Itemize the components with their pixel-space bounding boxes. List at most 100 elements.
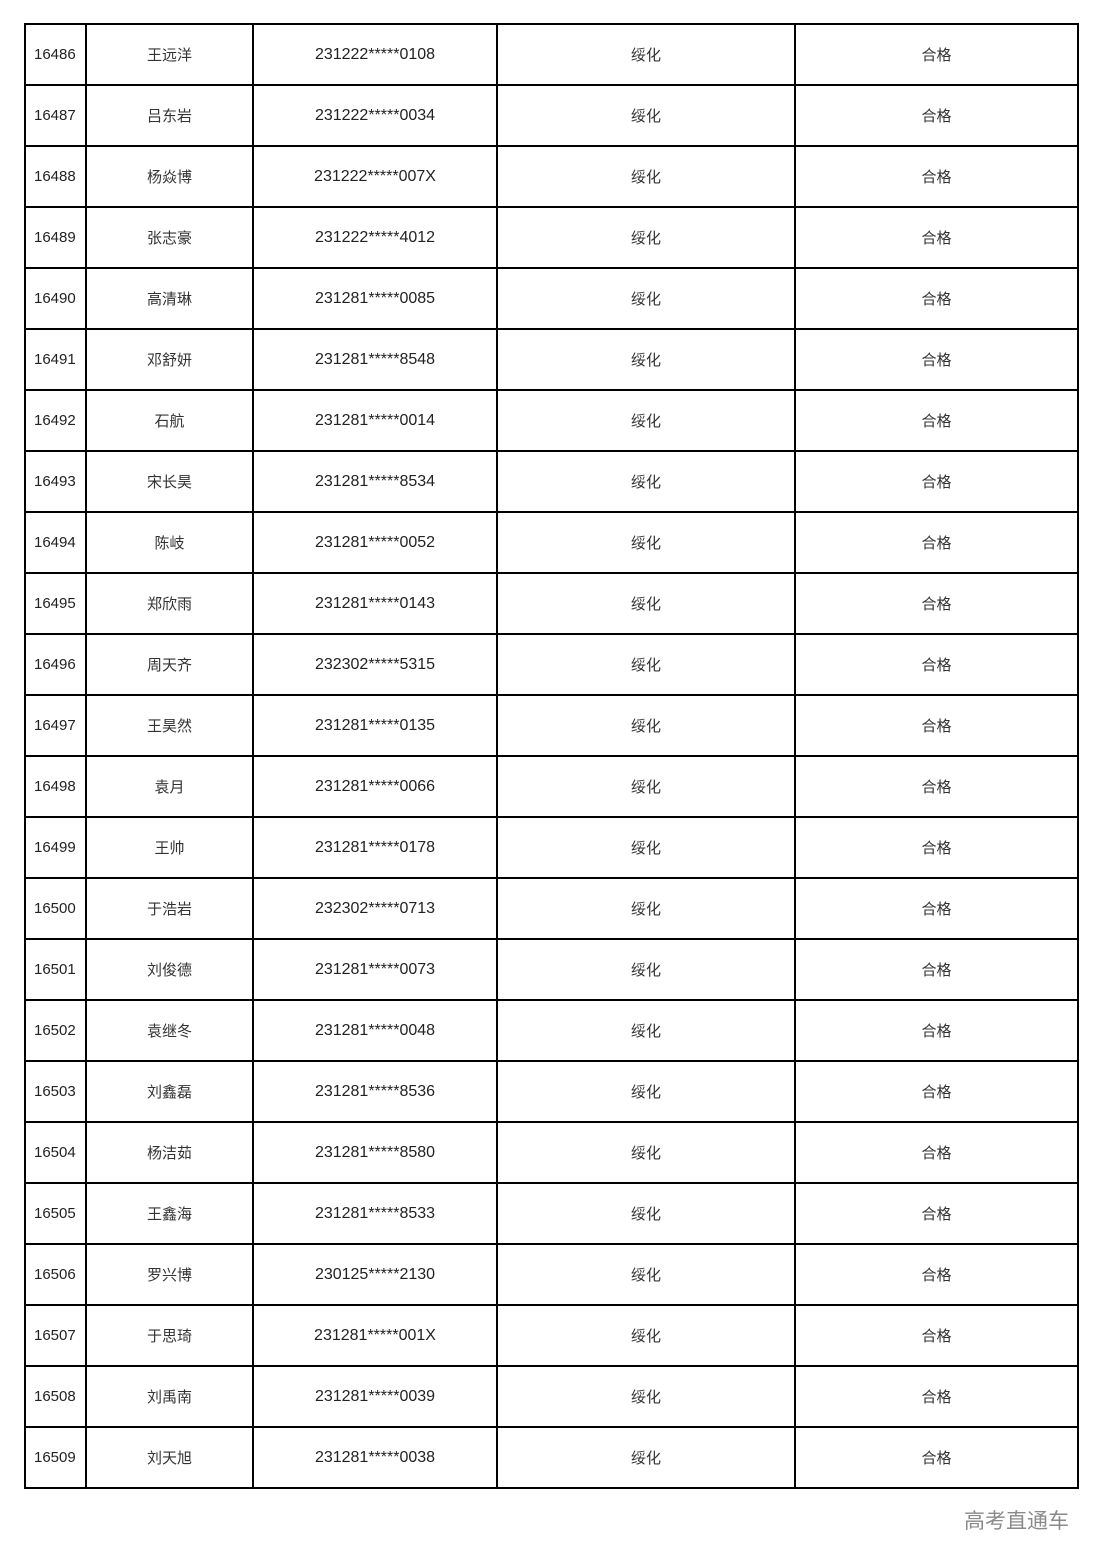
region-cell: 绥化 (496, 1121, 796, 1184)
table-row: 16492 石航 231281*****0014 绥化 合格 (24, 389, 1079, 452)
row-number: 16498 (24, 755, 87, 818)
table-row: 16486 王远洋 231222*****0108 绥化 合格 (24, 23, 1079, 86)
name-cell: 张志豪 (85, 206, 254, 269)
name-cell: 刘俊德 (85, 938, 254, 1001)
row-number: 16495 (24, 572, 87, 635)
row-number: 16501 (24, 938, 87, 1001)
id-number-cell: 231281*****8536 (252, 1060, 498, 1123)
name-cell: 杨洁茹 (85, 1121, 254, 1184)
row-number: 16491 (24, 328, 87, 391)
name-cell: 周天齐 (85, 633, 254, 696)
id-number-cell: 231281*****0066 (252, 755, 498, 818)
name-cell: 邓舒妍 (85, 328, 254, 391)
result-cell: 合格 (794, 23, 1079, 86)
row-number: 16489 (24, 206, 87, 269)
table-row: 16489 张志豪 231222*****4012 绥化 合格 (24, 206, 1079, 269)
table-row: 16502 袁继冬 231281*****0048 绥化 合格 (24, 999, 1079, 1062)
table-row: 16500 于浩岩 232302*****0713 绥化 合格 (24, 877, 1079, 940)
result-cell: 合格 (794, 1182, 1079, 1245)
name-cell: 王鑫海 (85, 1182, 254, 1245)
name-cell: 袁继冬 (85, 999, 254, 1062)
id-number-cell: 231222*****0034 (252, 84, 498, 147)
result-cell: 合格 (794, 633, 1079, 696)
region-cell: 绥化 (496, 267, 796, 330)
region-cell: 绥化 (496, 1243, 796, 1306)
region-cell: 绥化 (496, 816, 796, 879)
id-number-cell: 232302*****0713 (252, 877, 498, 940)
result-cell: 合格 (794, 145, 1079, 208)
name-cell: 刘禹南 (85, 1365, 254, 1428)
result-cell: 合格 (794, 84, 1079, 147)
row-number: 16506 (24, 1243, 87, 1306)
table-row: 16506 罗兴博 230125*****2130 绥化 合格 (24, 1243, 1079, 1306)
id-number-cell: 231281*****8534 (252, 450, 498, 513)
result-cell: 合格 (794, 1365, 1079, 1428)
id-number-cell: 231281*****0039 (252, 1365, 498, 1428)
name-cell: 王远洋 (85, 23, 254, 86)
row-number: 16486 (24, 23, 87, 86)
result-cell: 合格 (794, 1121, 1079, 1184)
name-cell: 袁月 (85, 755, 254, 818)
id-number-cell: 231281*****8548 (252, 328, 498, 391)
result-cell: 合格 (794, 389, 1079, 452)
row-number: 16497 (24, 694, 87, 757)
result-cell: 合格 (794, 328, 1079, 391)
region-cell: 绥化 (496, 145, 796, 208)
table-row: 16507 于思琦 231281*****001X 绥化 合格 (24, 1304, 1079, 1367)
row-number: 16500 (24, 877, 87, 940)
table-row: 16491 邓舒妍 231281*****8548 绥化 合格 (24, 328, 1079, 391)
id-number-cell: 231281*****0143 (252, 572, 498, 635)
region-cell: 绥化 (496, 450, 796, 513)
table-row: 16501 刘俊德 231281*****0073 绥化 合格 (24, 938, 1079, 1001)
table-row: 16498 袁月 231281*****0066 绥化 合格 (24, 755, 1079, 818)
table-row: 16488 杨焱博 231222*****007X 绥化 合格 (24, 145, 1079, 208)
region-cell: 绥化 (496, 1426, 796, 1489)
region-cell: 绥化 (496, 23, 796, 86)
result-cell: 合格 (794, 511, 1079, 574)
result-cell: 合格 (794, 206, 1079, 269)
results-table: 16486 王远洋 231222*****0108 绥化 合格 16487 吕东岩 23122… (24, 23, 1079, 1489)
result-cell: 合格 (794, 267, 1079, 330)
table-row: 16497 王昊然 231281*****0135 绥化 合格 (24, 694, 1079, 757)
id-number-cell: 231222*****007X (252, 145, 498, 208)
name-cell: 郑欣雨 (85, 572, 254, 635)
table-row: 16509 刘天旭 231281*****0038 绥化 合格 (24, 1426, 1079, 1489)
id-number-cell: 230125*****2130 (252, 1243, 498, 1306)
result-cell: 合格 (794, 999, 1079, 1062)
name-cell: 刘天旭 (85, 1426, 254, 1489)
name-cell: 王帅 (85, 816, 254, 879)
id-number-cell: 231281*****0048 (252, 999, 498, 1062)
region-cell: 绥化 (496, 938, 796, 1001)
id-number-cell: 231281*****0038 (252, 1426, 498, 1489)
name-cell: 高清琳 (85, 267, 254, 330)
id-number-cell: 231281*****0052 (252, 511, 498, 574)
row-number: 16505 (24, 1182, 87, 1245)
name-cell: 石航 (85, 389, 254, 452)
row-number: 16504 (24, 1121, 87, 1184)
name-cell: 于思琦 (85, 1304, 254, 1367)
result-cell: 合格 (794, 938, 1079, 1001)
result-cell: 合格 (794, 755, 1079, 818)
name-cell: 陈岐 (85, 511, 254, 574)
region-cell: 绥化 (496, 572, 796, 635)
id-number-cell: 231281*****8580 (252, 1121, 498, 1184)
row-number: 16508 (24, 1365, 87, 1428)
table-row: 16493 宋长昊 231281*****8534 绥化 合格 (24, 450, 1079, 513)
region-cell: 绥化 (496, 1304, 796, 1367)
region-cell: 绥化 (496, 877, 796, 940)
id-number-cell: 231281*****0085 (252, 267, 498, 330)
table-row: 16505 王鑫海 231281*****8533 绥化 合格 (24, 1182, 1079, 1245)
row-number: 16493 (24, 450, 87, 513)
region-cell: 绥化 (496, 633, 796, 696)
result-cell: 合格 (794, 877, 1079, 940)
row-number: 16509 (24, 1426, 87, 1489)
id-number-cell: 231222*****4012 (252, 206, 498, 269)
table-row: 16503 刘鑫磊 231281*****8536 绥化 合格 (24, 1060, 1079, 1123)
region-cell: 绥化 (496, 755, 796, 818)
region-cell: 绥化 (496, 1365, 796, 1428)
table-row: 16496 周天齐 232302*****5315 绥化 合格 (24, 633, 1079, 696)
region-cell: 绥化 (496, 84, 796, 147)
result-cell: 合格 (794, 694, 1079, 757)
table-row: 16508 刘禹南 231281*****0039 绥化 合格 (24, 1365, 1079, 1428)
row-number: 16499 (24, 816, 87, 879)
